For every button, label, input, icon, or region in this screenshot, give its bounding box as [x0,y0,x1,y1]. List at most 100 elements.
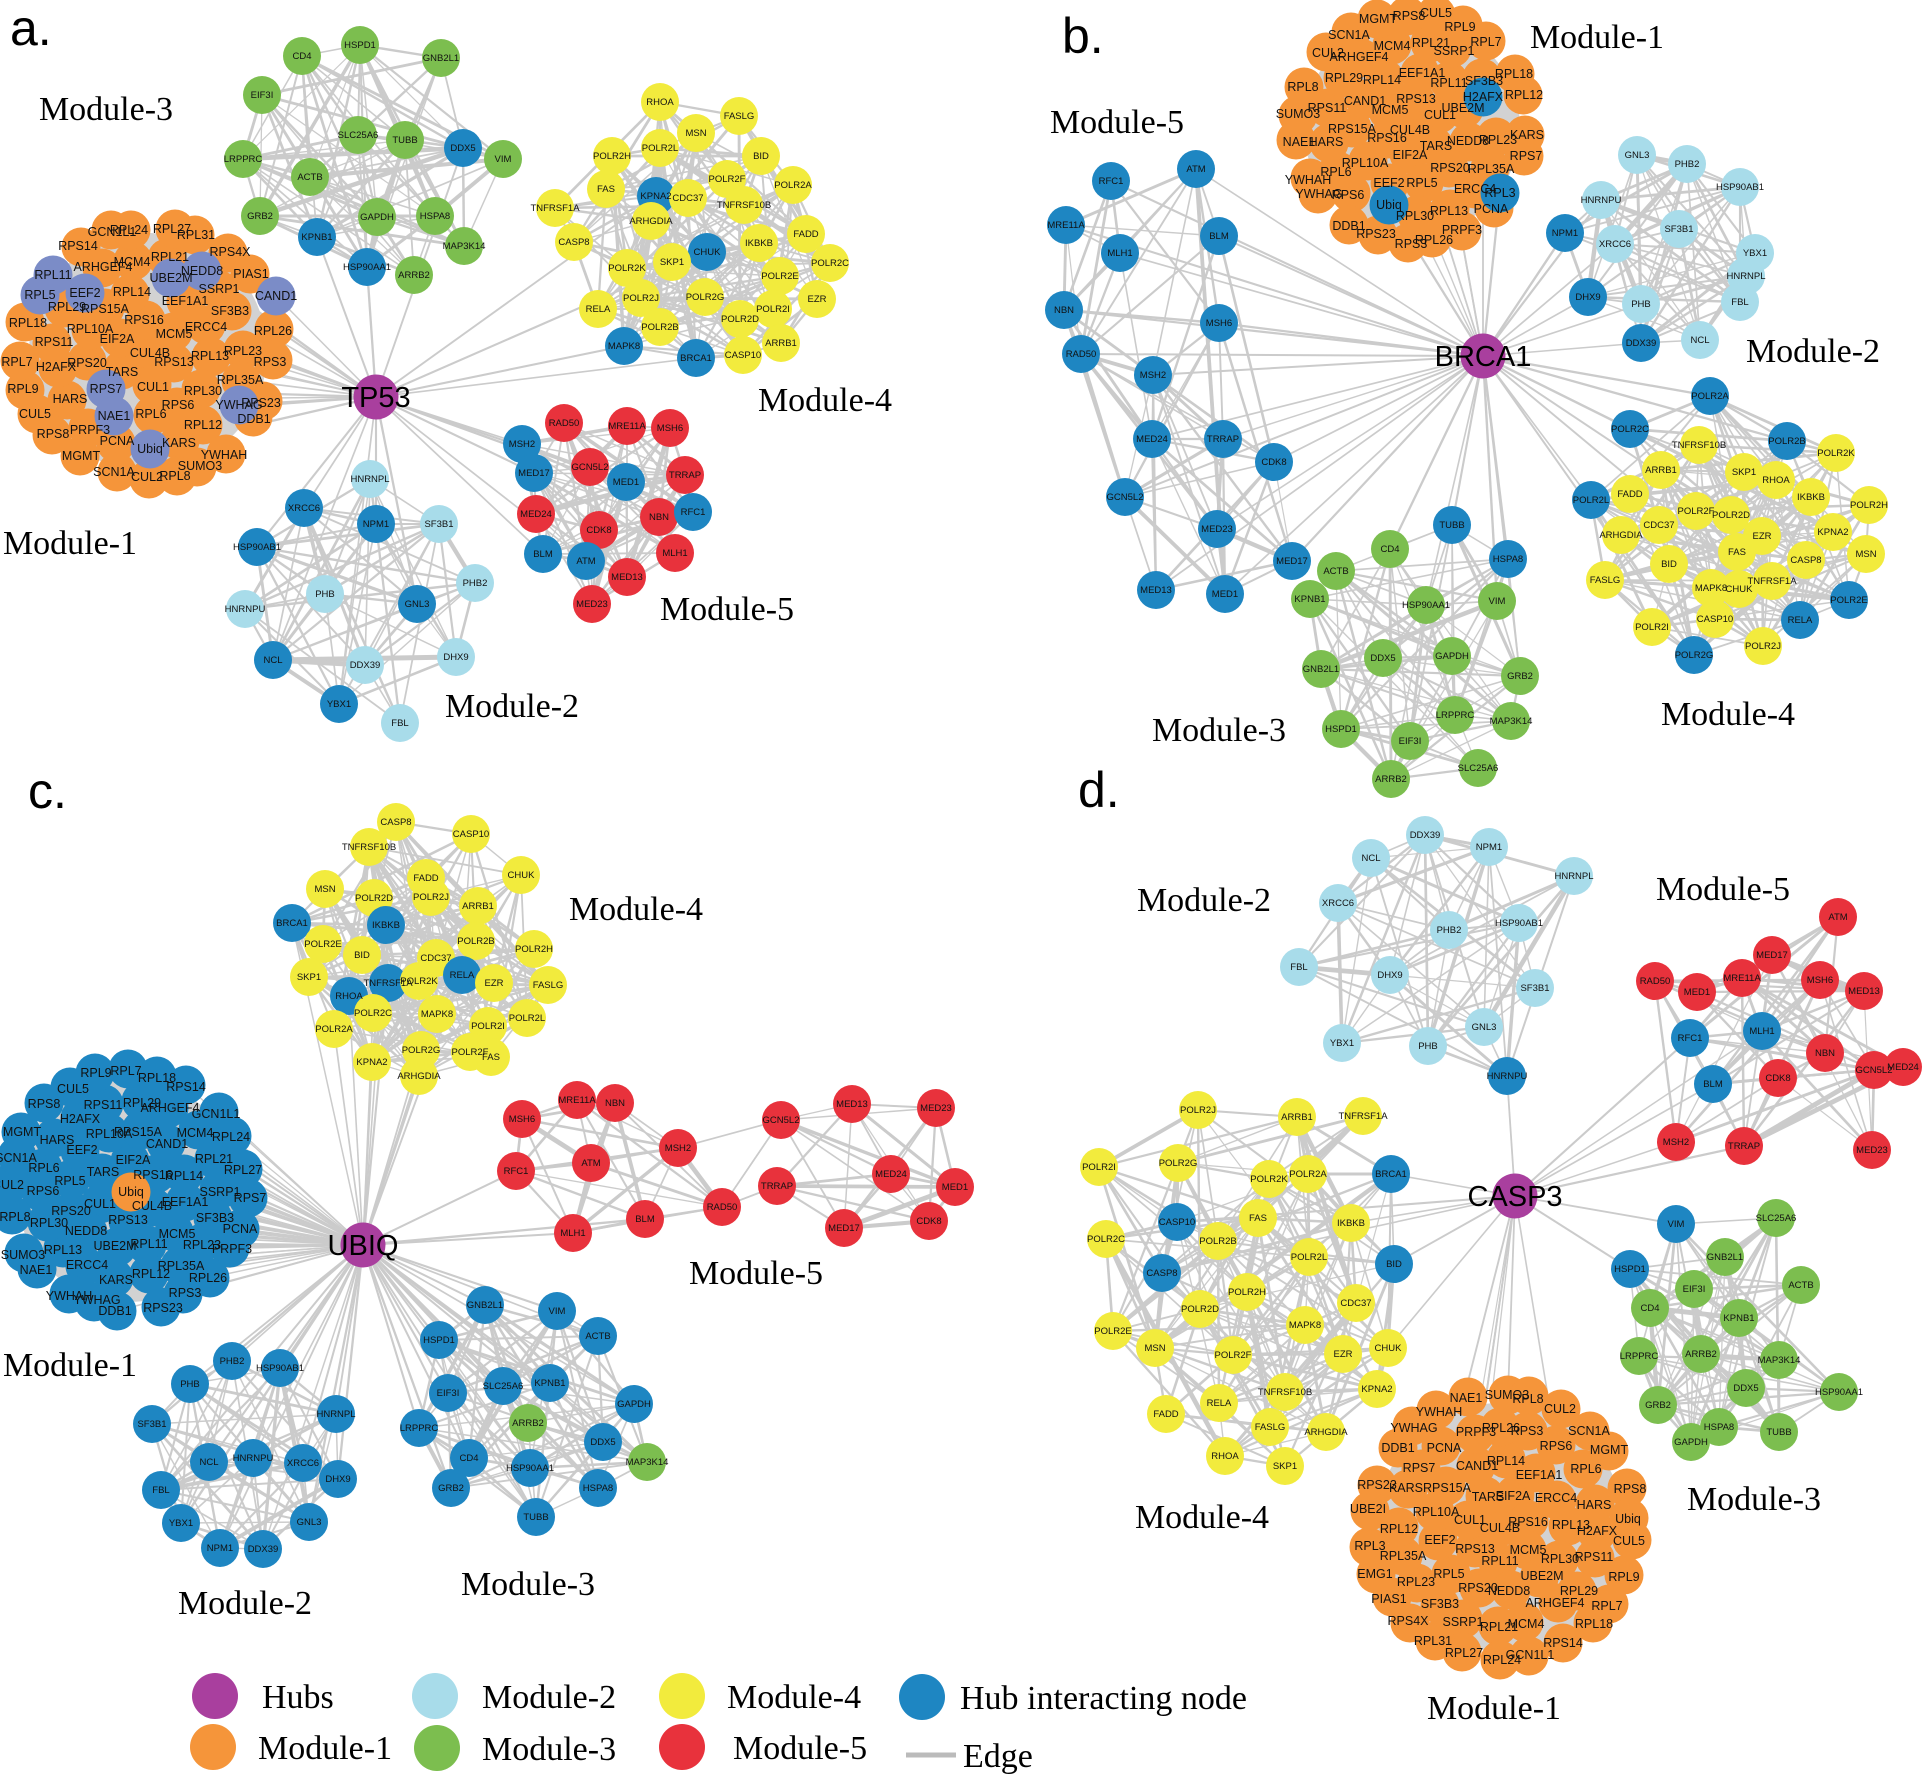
svg-text:ARHGEF4: ARHGEF4 [140,1101,199,1115]
svg-text:CUL4B: CUL4B [132,1199,172,1213]
svg-text:YBX1: YBX1 [169,1518,193,1529]
svg-text:UBE2M: UBE2M [93,1239,136,1253]
svg-text:SSRP1: SSRP1 [199,282,240,296]
svg-text:POLR2A: POLR2A [1691,391,1729,402]
svg-text:RPL18: RPL18 [9,316,47,330]
svg-text:RAD50: RAD50 [1066,349,1097,360]
svg-text:HSP90AB1: HSP90AB1 [1716,182,1764,193]
svg-text:NAE1: NAE1 [98,409,131,423]
svg-text:HSP90AB1: HSP90AB1 [233,542,281,553]
svg-text:RPL7: RPL7 [1,355,32,369]
svg-text:SF3B1: SF3B1 [1520,983,1549,994]
svg-text:RPL10A: RPL10A [1342,156,1389,170]
svg-text:RFC1: RFC1 [1099,176,1124,187]
svg-text:BLM: BLM [1703,1079,1723,1090]
svg-text:FASLG: FASLG [533,980,564,991]
svg-text:ARHGDIA: ARHGDIA [1304,1427,1348,1438]
svg-text:RELA: RELA [1207,1398,1232,1409]
svg-text:MSH6: MSH6 [1807,975,1833,986]
svg-text:HARS: HARS [53,392,88,406]
svg-text:BID: BID [354,950,370,961]
svg-text:MED24: MED24 [520,509,552,520]
svg-text:RPL6: RPL6 [135,407,166,421]
svg-text:RPL7: RPL7 [1470,35,1501,49]
svg-text:RPS16: RPS16 [1367,131,1407,145]
svg-text:NBN: NBN [605,1098,625,1109]
svg-text:RPL35A: RPL35A [158,1259,205,1273]
svg-text:HSPD1: HSPD1 [1325,724,1357,735]
svg-text:PCNA: PCNA [1427,1441,1462,1455]
svg-text:CASP8: CASP8 [558,237,589,248]
svg-text:FAS: FAS [482,1052,500,1063]
svg-text:Module-5: Module-5 [1656,871,1790,908]
svg-text:RPL24: RPL24 [110,223,148,237]
svg-text:MRE11A: MRE11A [558,1095,596,1106]
svg-text:DDX5: DDX5 [1370,653,1395,664]
svg-text:SSRP1: SSRP1 [1443,1615,1484,1629]
svg-text:TNFRSF1A: TNFRSF1A [1338,1111,1388,1122]
svg-text:a.: a. [10,0,52,56]
svg-text:HNRNPL: HNRNPL [1554,871,1593,882]
svg-text:Hub interacting node: Hub interacting node [960,1680,1247,1717]
svg-text:NPM1: NPM1 [1476,842,1502,853]
svg-text:YBX1: YBX1 [1743,248,1767,259]
svg-text:DDX39: DDX39 [248,1544,279,1555]
svg-text:RAD50: RAD50 [707,1202,738,1213]
svg-text:MED23: MED23 [1856,1145,1888,1156]
svg-text:TRRAP: TRRAP [669,470,701,481]
svg-text:XRCC6: XRCC6 [1322,898,1354,909]
svg-text:RPL29: RPL29 [123,1096,161,1110]
svg-text:RPL9: RPL9 [1608,1570,1639,1584]
svg-text:GNL3: GNL3 [405,599,430,610]
svg-text:CDC37: CDC37 [420,953,451,964]
svg-text:MSH6: MSH6 [1206,318,1232,329]
svg-text:EEF1A1: EEF1A1 [1399,66,1446,80]
svg-text:RPL30: RPL30 [184,384,222,398]
svg-text:Module-3: Module-3 [1152,712,1286,749]
svg-text:NEDD8: NEDD8 [1488,1584,1530,1598]
svg-text:RPL11: RPL11 [1481,1554,1518,1568]
svg-text:ERCC4: ERCC4 [185,320,227,334]
svg-text:RPS20: RPS20 [51,1204,91,1218]
svg-text:SLC25A6: SLC25A6 [338,130,379,141]
svg-text:RPL5: RPL5 [24,288,55,302]
svg-text:PHB: PHB [315,589,335,600]
svg-text:SCN1A: SCN1A [1328,28,1370,42]
svg-text:RPL18: RPL18 [1575,1617,1613,1631]
svg-text:HNRNPU: HNRNPU [233,1453,274,1464]
svg-text:PHB2: PHB2 [463,578,488,589]
svg-text:KPNB1: KPNB1 [1723,1313,1754,1324]
svg-text:RPS15A: RPS15A [1423,1481,1472,1495]
svg-text:RPS11: RPS11 [35,335,74,349]
svg-text:RPL3: RPL3 [1484,186,1515,200]
svg-text:RPL8: RPL8 [0,1210,31,1224]
svg-text:NBN: NBN [1815,1048,1835,1059]
svg-text:CUL1: CUL1 [1454,1513,1486,1527]
svg-text:RPL13: RPL13 [44,1243,82,1257]
svg-text:RPS14: RPS14 [166,1080,206,1094]
svg-text:POLR2B: POLR2B [1199,1236,1237,1247]
svg-text:GNB2L1: GNB2L1 [423,53,459,64]
svg-text:TRRAP: TRRAP [1207,434,1239,445]
svg-text:HSPD1: HSPD1 [423,1335,455,1346]
svg-text:Ubiq: Ubiq [1615,1512,1641,1526]
svg-text:POLR2C: POLR2C [1611,424,1649,435]
svg-text:SF3B1: SF3B1 [137,1419,166,1430]
svg-text:RPL9: RPL9 [80,1066,111,1080]
svg-text:Hubs: Hubs [262,1679,334,1716]
svg-text:POLR2L: POLR2L [509,1013,545,1024]
svg-text:GAPDH: GAPDH [1674,1437,1708,1448]
svg-text:POLR2D: POLR2D [721,314,759,325]
svg-text:PHB2: PHB2 [220,1356,245,1367]
svg-text:RHOA: RHOA [646,97,674,108]
svg-text:POLR2H: POLR2H [1850,500,1888,511]
svg-text:KARS: KARS [162,436,196,450]
svg-text:HNRNPL: HNRNPL [1726,271,1765,282]
svg-text:CASP3: CASP3 [1467,1181,1562,1213]
svg-text:TP53: TP53 [341,382,410,414]
svg-text:FADD: FADD [1153,1409,1178,1420]
svg-text:ARHGDIA: ARHGDIA [1599,530,1643,541]
svg-text:ARHGEF4: ARHGEF4 [1525,1596,1584,1610]
svg-text:POLR2D: POLR2D [355,893,393,904]
svg-text:RPL10A: RPL10A [67,322,114,336]
